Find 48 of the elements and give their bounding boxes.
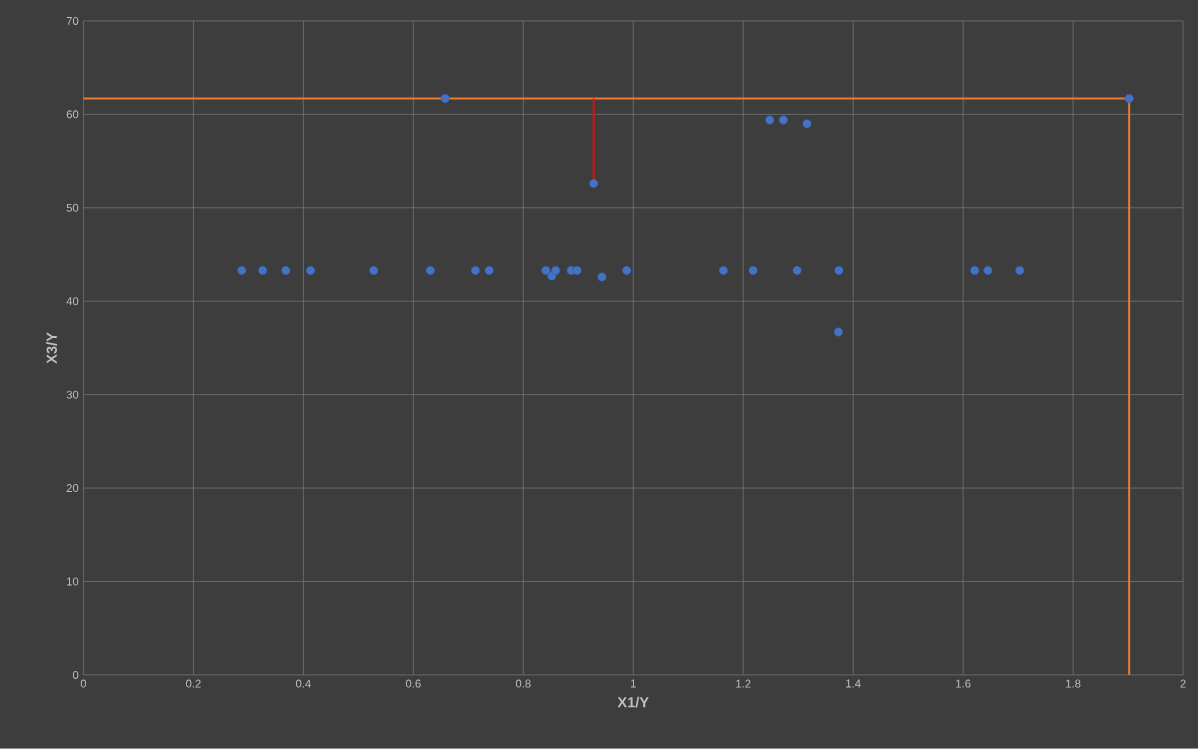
y-tick-label: 10 bbox=[67, 577, 79, 586]
point bbox=[802, 119, 812, 129]
x-tick-label: 1.6 bbox=[956, 679, 971, 688]
x-tick-label: 1.2 bbox=[736, 679, 751, 688]
point bbox=[970, 266, 980, 276]
x-tick-label: 0.6 bbox=[405, 679, 421, 688]
y-tick-label: 60 bbox=[66, 110, 79, 119]
x-tick-label: 1 bbox=[630, 679, 636, 688]
x-tick-label: 1.4 bbox=[846, 679, 861, 688]
point bbox=[778, 115, 788, 125]
point bbox=[833, 327, 843, 337]
point bbox=[1015, 266, 1025, 276]
point bbox=[470, 266, 480, 276]
y-tick-label: 40 bbox=[66, 297, 79, 306]
y-axis-title: X3/Y bbox=[46, 332, 58, 364]
y-tick-label: 30 bbox=[66, 390, 79, 399]
point bbox=[237, 266, 247, 276]
x-tick-label: 0 bbox=[80, 679, 87, 688]
point bbox=[792, 266, 802, 276]
point bbox=[551, 266, 561, 276]
point bbox=[440, 94, 450, 104]
y-tick-label: 50 bbox=[66, 203, 79, 212]
point bbox=[1124, 94, 1134, 104]
y-tick-label: 70 bbox=[66, 17, 79, 26]
x-tick-label: 0.8 bbox=[515, 679, 531, 688]
point bbox=[572, 266, 582, 276]
point bbox=[281, 266, 291, 276]
point bbox=[983, 266, 993, 276]
y-tick-label: 20 bbox=[66, 484, 79, 493]
point bbox=[369, 266, 379, 276]
point bbox=[484, 266, 494, 276]
x-tick-label: 0.2 bbox=[186, 679, 201, 688]
point bbox=[765, 115, 775, 125]
point bbox=[541, 266, 551, 276]
x-axis-title: X1/Y bbox=[617, 696, 649, 708]
x-tick-label: 0.4 bbox=[295, 679, 311, 688]
point bbox=[425, 266, 435, 276]
y-tick-label: 0 bbox=[72, 671, 79, 680]
point bbox=[834, 266, 844, 276]
point bbox=[258, 266, 268, 276]
point bbox=[597, 272, 607, 282]
point bbox=[306, 266, 316, 276]
point bbox=[589, 179, 599, 189]
x-tick-label: 2 bbox=[1180, 679, 1186, 688]
point bbox=[718, 266, 728, 276]
point bbox=[622, 266, 632, 276]
x-tick-label: 1.8 bbox=[1066, 679, 1081, 688]
point bbox=[748, 266, 758, 276]
